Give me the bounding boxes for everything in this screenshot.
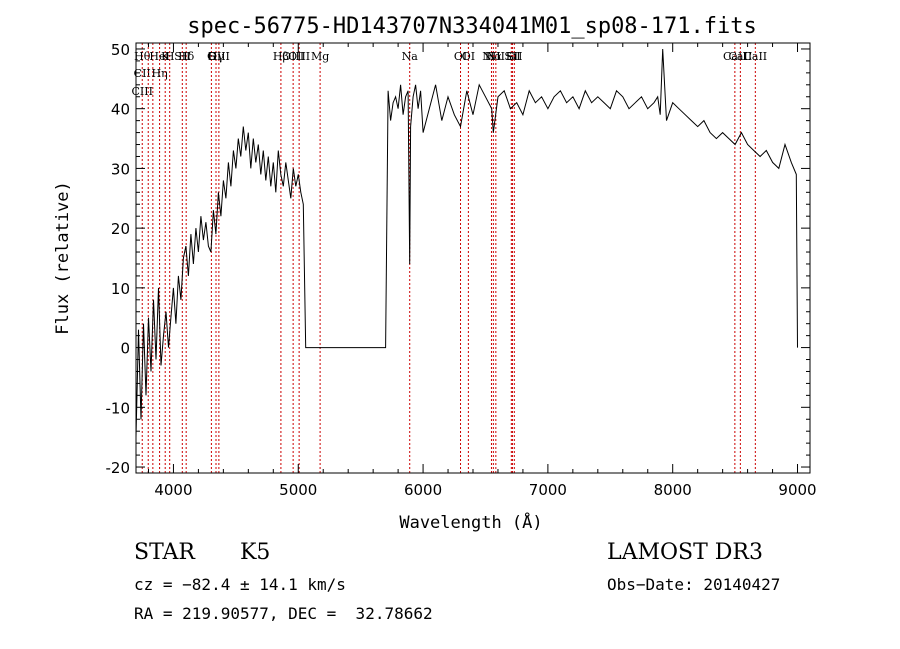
spectral-line-label: H [165,50,175,63]
y-tick-label: -10 [106,399,131,417]
y-axis-label: Flux (relative) [53,181,73,335]
x-tick-label: 4000 [154,481,192,499]
survey-name: LAMOST DR3 [607,540,763,565]
spectrum-series [135,48,798,438]
spectral-line-label: OI [462,50,475,63]
spectral-line-label: Hβ [273,50,289,63]
spectral-line-label: SII [506,50,522,63]
y-tick-label: 10 [111,280,130,298]
spectral-line-label: CaII [743,50,767,63]
spectral-line-label: Mg [311,50,329,63]
y-tick-label: 50 [111,41,130,59]
spectral-line-label: Hα [485,50,503,63]
spectral-line-label: Na [402,50,419,63]
spectral-line-label: Hη [151,67,167,80]
x-axis: 4000 5000 6000 7000 8000 9000 [147,43,817,499]
coordinates-readout: RA = 219.90577, DEC = 32.78662 [134,604,433,623]
observation-date: Obs−Date: 20140427 [607,575,781,594]
x-tick-label: 6000 [404,481,442,499]
x-tick-label: 9000 [778,481,816,499]
x-axis-label: Wavelength (Å) [399,511,542,533]
y-tick-label: 0 [120,340,130,358]
spectrum-line [135,48,798,438]
y-tick-label: -20 [106,459,131,477]
spectral-line-label: Hδ [178,50,195,63]
x-tick-label: 7000 [529,481,567,499]
y-axis: -20 -10 0 10 20 30 40 50 [106,41,810,477]
spectral-line-label: NII [487,50,505,63]
x-tick-label: 5000 [279,481,317,499]
spectral-line-label: G [207,50,216,63]
spectral-line-label: K [161,50,170,63]
redshift-readout: cz = −82.4 ± 14.1 km/s [134,575,346,594]
y-tick-label: 30 [111,160,130,178]
spectral-line-label: OI [454,50,467,63]
spectral-line-label: HeI [149,50,169,63]
object-subclass: K5 [240,540,271,565]
y-tick-label: 40 [111,101,130,119]
spectral-line-label: Li [506,50,517,63]
spectral-line-label: OIII [208,50,230,63]
chart-title: spec-56775-HD143707N334041M01_sp08-171.f… [187,14,757,39]
spectral-line-label: Hγ [208,50,225,63]
plot-frame [135,42,811,474]
spectral-line-label: CaII [729,50,753,63]
spectral-line-label: CII [134,67,151,80]
y-tick-label: 20 [111,220,130,238]
spectral-line-label: CIII [132,85,153,98]
spectral-line-label: SII [504,50,520,63]
spectral-line-label: OIII [288,50,310,63]
spectral-line-label: Hθ [134,50,151,63]
x-tick-label: 8000 [654,481,692,499]
object-class: STAR [134,540,195,565]
